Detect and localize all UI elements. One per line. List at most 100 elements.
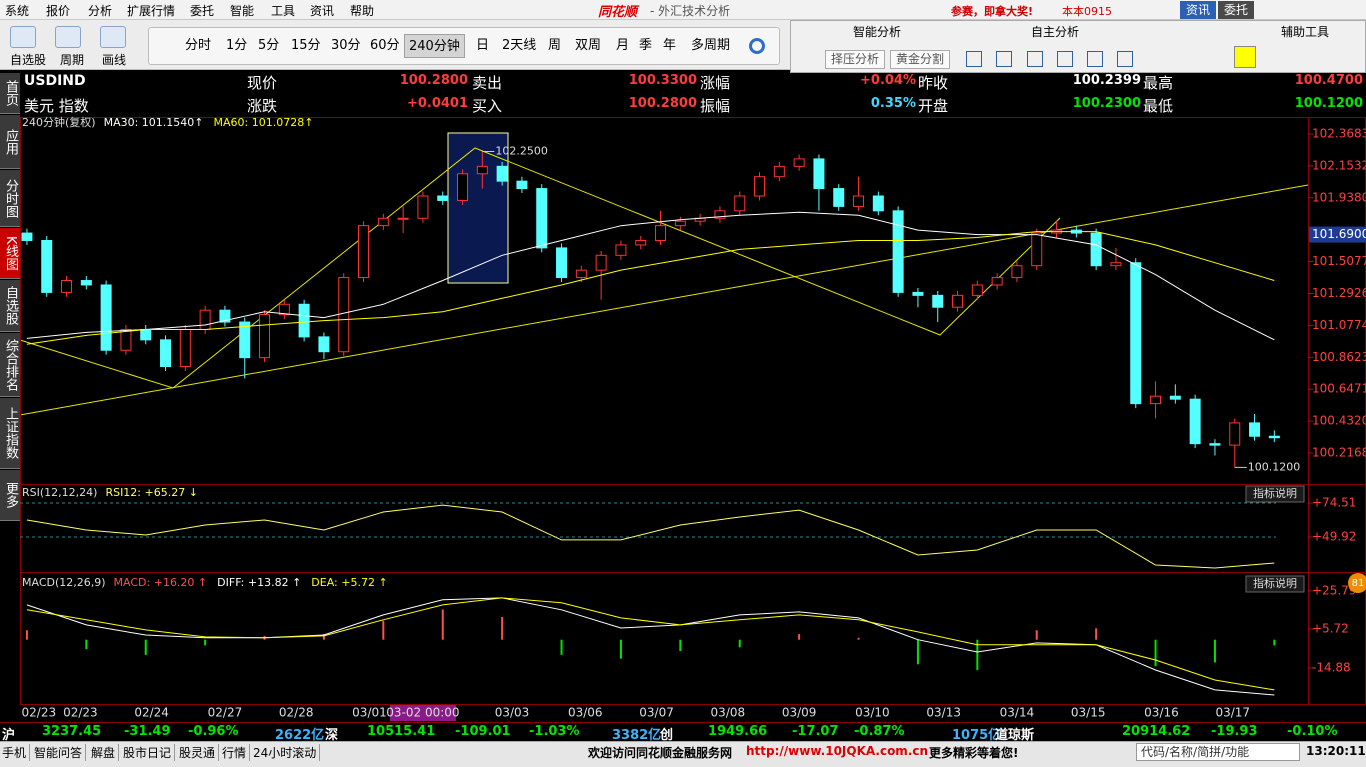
panel-tab[interactable]: 自主分析 [1031,25,1080,39]
period-button[interactable]: 30分 [331,38,361,53]
side-tab[interactable]: K线图 [0,228,20,279]
panel-frames [20,117,1366,705]
tool-icon[interactable] [55,26,81,48]
period-button[interactable]: 周 [548,38,562,53]
period-button[interactable]: 5分 [258,38,280,53]
search-box[interactable]: 代码/名称/简拼/功能 [1136,743,1300,761]
status-link[interactable]: 解盘 [91,744,120,761]
period-button[interactable]: 日 [476,38,490,53]
period-button[interactable]: 双周 [575,38,602,53]
panel-tab[interactable]: 辅助工具 [1281,25,1330,39]
panel-tab[interactable]: 智能分析 [853,25,902,39]
candle-body [140,328,152,341]
panel-button[interactable]: 择压分析 [825,50,885,69]
cursor-label-bg [389,705,456,721]
menu-item[interactable]: 资讯 [310,4,335,18]
tool-label[interactable]: 自选股 [10,53,47,67]
draw-tool[interactable] [1087,51,1103,67]
promo-link[interactable]: 参赛，即拿大奖! [951,5,1034,18]
ticker-item: -0.10% [1287,724,1338,739]
period-button[interactable]: 季 [639,38,653,53]
draw-tool[interactable] [996,51,1012,67]
period-button[interactable]: 多周期 [691,38,731,53]
panel-button[interactable]: 黄金分割 [890,50,950,69]
period-button[interactable]: 年 [663,38,677,53]
ticker-item: 1075亿 [952,728,1002,743]
draw-tool[interactable] [1117,51,1133,67]
ticker-item: 创 [660,728,674,743]
period-button[interactable]: 60分 [370,38,400,53]
x-tick-label: 03/10 [855,706,890,720]
candle-body [457,173,469,201]
trend-line [19,184,1309,416]
status-link[interactable]: 股灵通 [179,744,220,761]
side-tab[interactable]: 分时图 [0,170,20,227]
candle-body [476,165,488,175]
candle-body [971,284,983,296]
period-box: 分时 1分 5分 15分 30分 60分 240分钟日 2天线周双周月季年多周期 [148,27,780,65]
candle-body [1229,422,1241,446]
side-tab[interactable]: 更多 [0,470,20,521]
candle-body [714,210,726,219]
menu-item[interactable]: 系统 [5,4,30,18]
period-button[interactable]: 2天线 [502,38,537,53]
status-link[interactable]: 行情 [222,744,251,761]
quote-name: 美元 指数 [24,97,89,115]
status-link[interactable]: 手机 [2,744,31,761]
candle-body [932,294,944,308]
toolbar: 自选股 周期 画线 分时 1分 5分 15分 30分 60分 240分钟日 2天线周双周月季年多周期 [0,20,790,70]
help-button[interactable]: 指标说明 [1245,485,1305,503]
tool-label[interactable]: 周期 [60,53,85,67]
status-link[interactable]: 24小时滚动 [253,744,321,761]
x-tick-label: 03/01 [352,706,387,720]
candle-body [674,220,686,227]
side-tab[interactable]: 应用 [0,115,20,169]
draw-tool[interactable] [1027,51,1043,67]
ticker-item: 道琼斯 [995,728,1035,743]
status-url[interactable]: http://www.10JQKA.com.cn [746,744,929,758]
status-link[interactable]: 智能问答 [34,744,87,761]
series-line [26,504,1275,569]
title-button[interactable]: 资讯 [1180,1,1216,19]
ticker-item: 3382亿 [612,728,662,743]
menu-item[interactable]: 分析 [88,4,113,18]
period-button[interactable]: 240分钟 [404,34,465,58]
y-tick-label: 101.5077 [1312,254,1366,268]
candle-body [120,328,132,351]
candle-body [833,188,845,207]
menu-item[interactable]: 报价 [46,4,71,18]
color-swatch[interactable] [1234,46,1256,68]
help-button[interactable]: 指标说明 [1245,575,1305,593]
side-tab[interactable]: 首页 [0,73,20,114]
menu-item[interactable]: 委托 [190,4,215,18]
tool-label[interactable]: 画线 [102,53,127,67]
quote-label: 振幅 [700,97,731,115]
draw-tool[interactable] [1057,51,1073,67]
candle-body [278,303,290,316]
settings-icon[interactable] [749,38,765,54]
period-button[interactable]: 15分 [291,38,321,53]
period-button[interactable]: 1分 [226,38,248,53]
tool-icon[interactable] [100,26,126,48]
y-tick-label: 101.0774 [1312,318,1366,332]
status-link[interactable]: 股市日记 [123,744,176,761]
period-button[interactable]: 分时 [185,38,212,53]
period-button[interactable]: 月 [616,38,630,53]
ticker-item: 3237.45 [42,724,102,739]
menu-item[interactable]: 帮助 [350,4,375,18]
title-button[interactable]: 委托 [1218,1,1254,19]
side-tab[interactable]: 上证指数 [0,398,20,469]
draw-tool[interactable] [966,51,982,67]
candle-body [219,309,231,323]
quote-label: 卖出 [472,74,503,92]
ticker-item: -0.87% [854,724,905,739]
menu-item[interactable]: 工具 [271,4,296,18]
menu-item[interactable]: 智能 [230,4,255,18]
candle-body [773,165,785,178]
tool-icon[interactable] [10,26,36,48]
candle-body [813,158,825,190]
user-name[interactable]: 本本0915 [1062,5,1112,18]
side-tab[interactable]: 综合排名 [0,333,20,397]
menu-item[interactable]: 扩展行情 [127,4,176,18]
side-tab[interactable]: 自选股 [0,280,20,332]
